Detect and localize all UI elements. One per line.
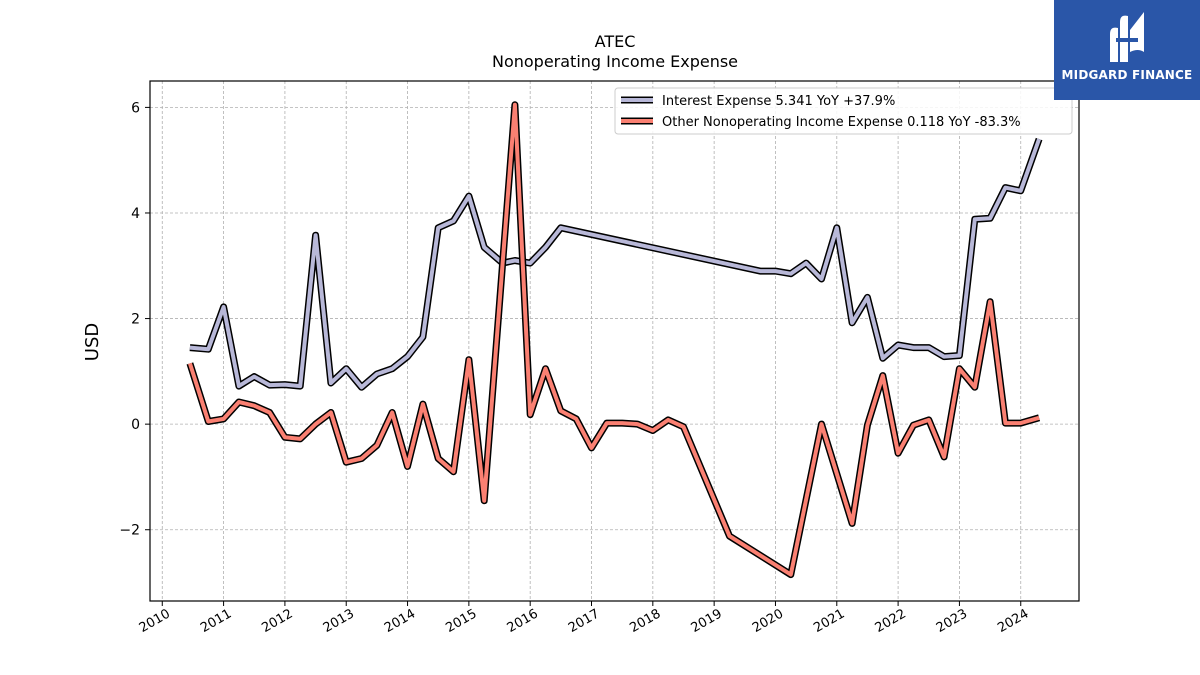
- legend-box: [614, 87, 1073, 135]
- y-axis: −2 0 2 4 6: [119, 100, 150, 539]
- legend: Interest Expense 5.341 YoY +37.9% Other …: [614, 87, 1073, 135]
- legend-label-other-nonoperating: Other Nonoperating Income Expense 0.118 …: [662, 115, 1021, 130]
- x-tick-label: 2012: [259, 606, 295, 636]
- x-tick-label: 2013: [321, 606, 357, 636]
- y-tick-label: 4: [131, 206, 140, 222]
- x-tick-label: 2022: [873, 606, 909, 636]
- y-tick-label: −2: [119, 523, 140, 539]
- y-tick-label: 0: [131, 417, 140, 433]
- x-tick-label: 2023: [934, 606, 970, 636]
- brand-mark-icon: [1110, 12, 1144, 63]
- x-tick-label: 2016: [505, 606, 541, 636]
- series-line-outline-other-nonoperating: [186, 101, 1041, 579]
- x-tick-label: 2010: [137, 606, 173, 636]
- legend-label-interest-expense: Interest Expense 5.341 YoY +37.9%: [662, 94, 895, 109]
- y-tick-label: 6: [131, 100, 140, 116]
- chart-title: ATEC: [595, 32, 636, 51]
- plot-frame: [149, 80, 1080, 602]
- y-tick-label: 2: [131, 312, 140, 328]
- grid: [150, 81, 1079, 601]
- x-tick-label: 2014: [382, 606, 418, 636]
- x-tick-label: 2015: [443, 606, 479, 636]
- x-tick-label: 2018: [627, 606, 663, 636]
- x-tick-label: 2011: [198, 606, 234, 636]
- x-tick-label: 2020: [750, 606, 786, 636]
- chart-subtitle: Nonoperating Income Expense: [492, 52, 738, 71]
- x-axis: 2010 2011 2012 2013 2014 2015 2016 2017 2018 2019…: [137, 601, 1031, 636]
- y-axis-label: USD: [82, 323, 103, 361]
- x-tick-label: 2024: [995, 606, 1031, 636]
- series-line-other-nonoperating: [187, 102, 1040, 577]
- x-tick-label: 2021: [811, 606, 847, 636]
- x-tick-label: 2017: [566, 606, 602, 636]
- series-lines: [186, 101, 1043, 579]
- brand-name: MIDGARD FINANCE: [1061, 68, 1193, 82]
- x-tick-label: 2019: [689, 606, 725, 636]
- brand-logo: MIDGARD FINANCE: [1054, 0, 1200, 100]
